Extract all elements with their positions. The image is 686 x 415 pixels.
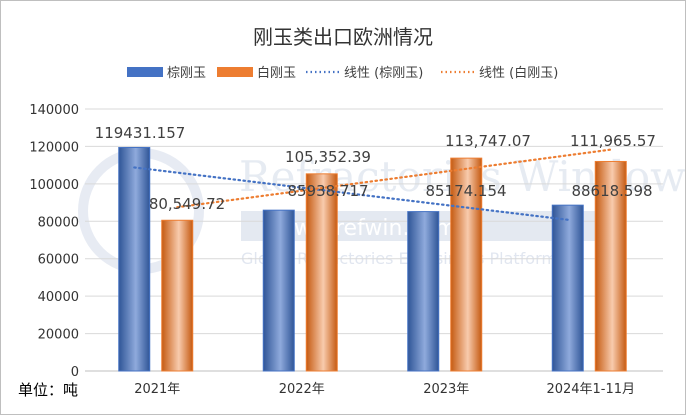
y-tick-label: 40000 xyxy=(38,290,79,305)
x-tick-label: 2021年 xyxy=(134,382,180,397)
y-tick-label: 0 xyxy=(71,365,79,380)
bar-brown-corundum xyxy=(551,204,584,372)
data-label-brown-corundum: 85174.154 xyxy=(425,182,506,200)
x-tick-label: 2022年 xyxy=(279,382,325,397)
data-label-brown-corundum: 88618.598 xyxy=(571,182,652,200)
y-tick-label: 120000 xyxy=(29,140,79,155)
data-label-brown-corundum: 119431.157 xyxy=(95,124,186,142)
y-tick-label: 80000 xyxy=(38,215,79,230)
x-tick-label: 2023年 xyxy=(423,382,469,397)
legend-swatch-brown-corundum xyxy=(127,67,163,77)
data-label-white-corundum: 111,965.57 xyxy=(570,132,656,150)
legend-swatch-white-corundum xyxy=(217,67,253,77)
y-tick-label: 100000 xyxy=(29,178,79,193)
x-tick-label: 2024年1-11月 xyxy=(546,382,635,397)
legend-label-brown-corundum: 棕刚玉 xyxy=(167,66,206,81)
bar-white-corundum xyxy=(594,160,627,372)
bar-brown-corundum xyxy=(118,146,151,372)
data-label-white-corundum: 105,352.39 xyxy=(285,148,371,166)
bar-white-corundum xyxy=(450,157,483,372)
trendline-white-corundum xyxy=(176,148,612,209)
legend: 棕刚玉 白刚玉 线性 (棕刚玉) 线性 (白刚玉) xyxy=(127,65,558,81)
bar-white-corundum xyxy=(161,219,194,372)
bar-brown-corundum xyxy=(262,209,295,372)
legend-label-trend-white: 线性 (白刚玉) xyxy=(479,65,558,81)
y-tick-label: 20000 xyxy=(38,328,79,343)
legend-label-trend-brown: 线性 (棕刚玉) xyxy=(344,66,423,81)
y-tick-label: 60000 xyxy=(38,253,79,268)
bar-brown-corundum xyxy=(407,211,440,372)
data-label-brown-corundum: 85938.717 xyxy=(287,182,368,200)
chart-title: 刚玉类出口欧洲情况 xyxy=(253,25,433,49)
data-label-white-corundum: 80,549.72 xyxy=(149,195,225,213)
data-label-white-corundum: 113,747.07 xyxy=(445,132,531,150)
legend-label-white-corundum: 白刚玉 xyxy=(257,65,296,81)
bar-white-corundum xyxy=(305,173,338,372)
unit-label: 单位：吨 xyxy=(18,381,79,399)
y-tick-label: 140000 xyxy=(29,103,79,118)
